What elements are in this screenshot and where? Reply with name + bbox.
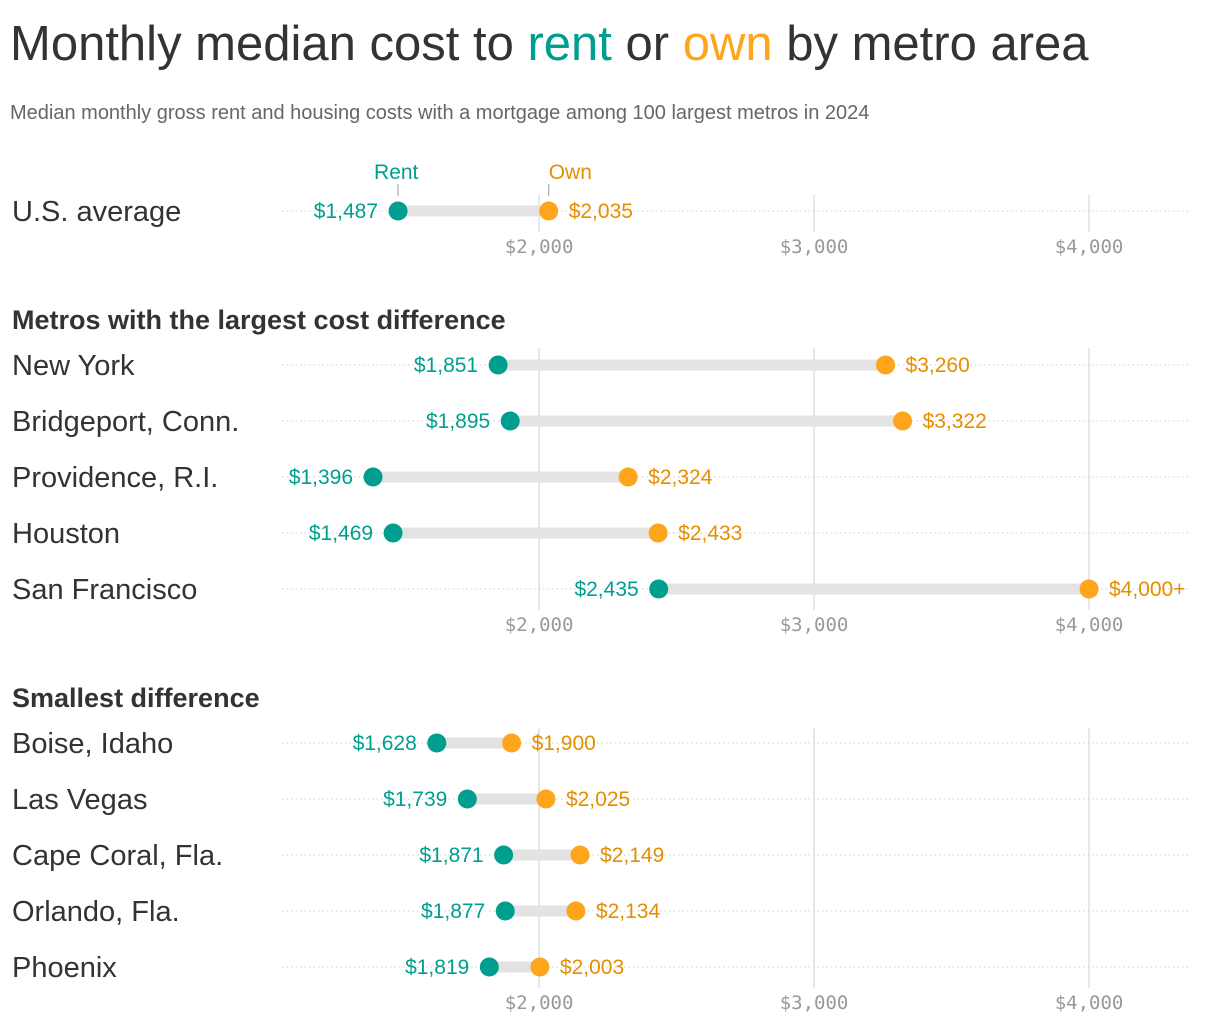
rent-dot [383,523,403,543]
x-tick-label: $3,000 [780,992,849,1014]
rent-dot [488,355,508,375]
rent-value-label: $1,895 [426,410,490,433]
row-label: Providence, R.I. [12,462,218,494]
row-label: Bridgeport, Conn. [12,406,239,438]
title-own-word: own [683,17,773,71]
x-tick-label: $4,000 [1055,992,1124,1014]
own-value-label: $1,900 [532,732,596,755]
own-dot [530,957,550,977]
rent-value-label: $1,396 [289,466,353,489]
own-dot [618,467,638,487]
own-dot [570,845,590,865]
row-label: New York [12,350,135,382]
title-rent-word: rent [527,17,612,71]
own-dot [648,523,668,543]
rent-value-label: $1,877 [421,900,485,923]
own-dot [893,411,913,431]
own-value-label: $3,322 [923,410,987,433]
rent-value-label: $2,435 [574,578,638,601]
own-value-label: $2,324 [648,466,713,489]
own-dot [536,789,556,809]
own-value-label: $2,035 [569,200,633,223]
rent-value-label: $1,819 [405,956,469,979]
title-text: Monthly median cost to [10,17,527,71]
legend-rent: Rent [374,161,419,184]
rent-dot [500,411,520,431]
own-dot [566,901,586,921]
section-heading: Metros with the largest cost difference [12,305,506,335]
rent-value-label: $1,871 [419,844,483,867]
rent-dot [649,579,669,599]
row-label: Boise, Idaho [12,728,173,760]
row-label: Cape Coral, Fla. [12,840,223,872]
own-dot [502,733,522,753]
row-label: Las Vegas [12,784,147,816]
x-tick-label: $2,000 [505,992,574,1014]
row-label: Phoenix [12,952,117,984]
own-value-label: $2,149 [600,844,664,867]
own-value-label: $2,433 [678,522,742,545]
rent-dot [495,901,515,921]
x-tick-label: $2,000 [505,614,574,636]
row-label: San Francisco [12,574,197,606]
title-text: or [612,17,683,71]
row-label: U.S. average [12,196,181,228]
rent-value-label: $1,487 [314,200,378,223]
row-label: Houston [12,518,120,550]
own-value-label: $3,260 [906,354,970,377]
x-tick-label: $2,000 [505,236,574,258]
rent-value-label: $1,851 [414,354,478,377]
own-value-label: $2,025 [566,788,630,811]
rent-dot [427,733,447,753]
rent-value-label: $1,739 [383,788,447,811]
x-tick-label: $3,000 [780,236,849,258]
title-text: by metro area [773,17,1090,71]
own-dot [539,201,559,221]
rent-value-label: $1,469 [309,522,373,545]
row-label: Orlando, Fla. [12,896,180,928]
x-tick-label: $4,000 [1055,236,1124,258]
rent-dot [388,201,408,221]
x-tick-label: $4,000 [1055,614,1124,636]
rent-dot [494,845,514,865]
chart-title: Monthly median cost to rent or own by me… [10,17,1089,71]
own-value-label: $2,134 [596,900,661,923]
rent-value-label: $1,628 [353,732,417,755]
section-heading: Smallest difference [12,683,260,713]
rent-dot [457,789,477,809]
legend-own: Own [549,161,592,184]
chart-subtitle: Median monthly gross rent and housing co… [10,102,869,124]
own-dot [1079,579,1099,599]
own-value-label: $2,003 [560,956,624,979]
plot-area: $2,000 $3,000 $4,000 U.S. average $1,487 $2,0… [12,161,1188,1014]
rent-dot [479,957,499,977]
x-tick-label: $3,000 [780,614,849,636]
own-value-label: $4,000+ [1109,578,1186,601]
own-dot [876,355,896,375]
rent-dot [363,467,383,487]
